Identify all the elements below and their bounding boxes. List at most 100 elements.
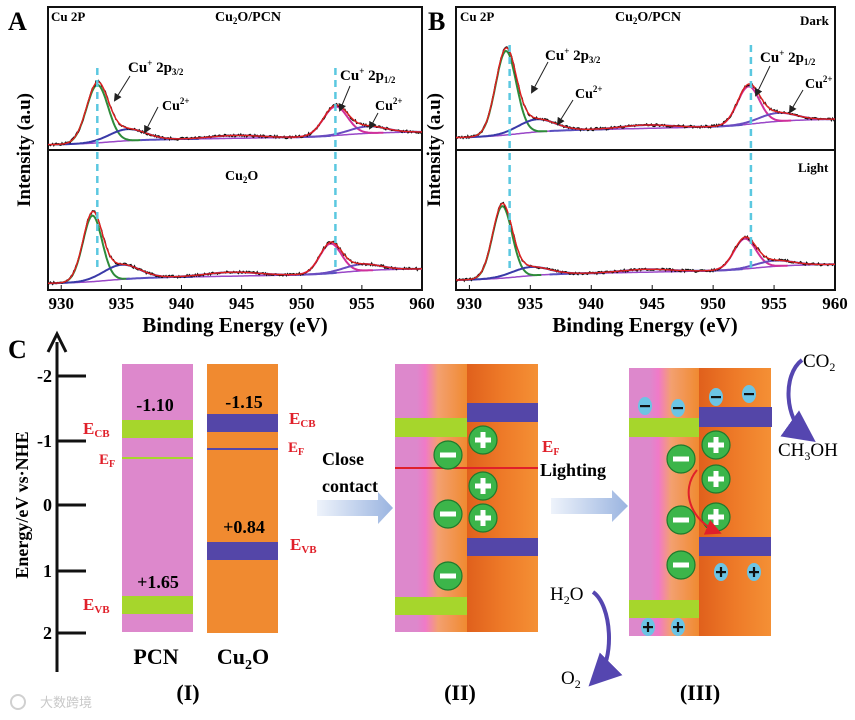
close-contact-arrow xyxy=(317,492,393,524)
small-hole-icon xyxy=(671,618,685,636)
label-cu2o: Cu2O xyxy=(217,644,269,673)
cu2o-fermi-level xyxy=(207,448,278,450)
label-pcn-ecb: ECB xyxy=(83,419,110,440)
hole-icon xyxy=(468,425,498,455)
state-dark: Dark xyxy=(800,13,830,28)
energy-tick: 0 xyxy=(43,495,52,515)
svg-text:Cu2+: Cu2+ xyxy=(805,74,833,92)
fit-envelope-curve xyxy=(455,47,835,139)
charge-transfer-arrow xyxy=(687,469,722,535)
x-tick-label: 935 xyxy=(518,294,544,313)
pcn-vb-band-2 xyxy=(395,597,467,615)
xps-panel-b: 930 935 940 945 950 955 960 xyxy=(455,6,848,313)
svg-text:Cu+ 2p1/2: Cu+ 2p1/2 xyxy=(340,66,396,85)
lighting-arrow xyxy=(551,490,628,522)
co2-reduction-arrow xyxy=(780,358,816,442)
pcn-fermi-level xyxy=(122,457,193,459)
background-curve xyxy=(48,131,423,146)
element-label-a: Cu 2P xyxy=(51,9,85,24)
hole-icon xyxy=(701,502,731,532)
pcn-cb-value: -1.10 xyxy=(136,395,174,415)
x-tick-label: 955 xyxy=(349,294,375,313)
energy-axis xyxy=(46,330,86,672)
heterojunction-pcn-side xyxy=(395,364,467,632)
peak-label-cu2-b2: Cu2+ xyxy=(788,74,833,114)
peak-label-cu2-a2: Cu2+ xyxy=(369,96,403,130)
background-curve xyxy=(455,118,835,139)
stage-label-2: (II) xyxy=(444,680,476,705)
small-hole-icon xyxy=(641,618,655,636)
peak-label-cu-2p32-b: Cu+ 2p3/2 xyxy=(531,46,601,94)
stage-label-3: (III) xyxy=(680,680,720,705)
svg-text:Cu2+: Cu2+ xyxy=(375,96,403,114)
cu2o-cb-band-3 xyxy=(699,407,772,427)
peak-label-cu-2p12-b: Cu+ 2p1/2 xyxy=(755,48,816,97)
title-cu2o-a: Cu2O xyxy=(225,169,258,185)
hole-icon xyxy=(468,471,498,501)
svg-text:Cu2+: Cu2+ xyxy=(575,84,603,102)
small-electron-icon xyxy=(638,397,652,415)
cu2o-vb-value: +0.84 xyxy=(223,517,265,537)
title-cu2o-pcn-a: Cu2O/PCN xyxy=(215,10,281,26)
water-oxidation-arrow xyxy=(588,590,623,687)
label-cu2o-evb: EVB xyxy=(290,535,317,556)
cu2o-cb-band xyxy=(207,414,278,432)
pcn-cb-band-3 xyxy=(629,418,699,437)
peak-label-cu-2p12-a: Cu+ 2p1/2 xyxy=(338,66,396,112)
element-label-b: Cu 2P xyxy=(460,9,494,24)
hole-icon xyxy=(701,430,731,460)
charges-stage-2 xyxy=(433,425,498,591)
charges-stage-3 xyxy=(638,385,761,636)
xps-ylabel-b: Intensity (a.u) xyxy=(424,93,445,207)
label-cu2o-ef: EF xyxy=(288,440,304,458)
label-pcn: PCN xyxy=(133,644,178,669)
xps-xlabel-a: Binding Energy (eV) xyxy=(142,313,328,337)
small-hole-icon xyxy=(714,563,728,581)
pcn-cb-band xyxy=(122,420,193,438)
electron-icon xyxy=(433,440,463,470)
energy-tick: 2 xyxy=(43,623,52,643)
fit-component-cu-2p3-2 xyxy=(465,49,548,139)
fit-component-cu2- xyxy=(50,263,193,285)
panel-label-a: A xyxy=(8,7,27,36)
electron-icon xyxy=(433,499,463,529)
x-tick-label: 960 xyxy=(409,294,435,313)
svg-text:Cu+ 2p3/2: Cu+ 2p3/2 xyxy=(545,46,601,65)
energy-axis-label: Energy/eV vs·NHE xyxy=(12,431,32,578)
label-close: Close xyxy=(322,449,364,469)
x-tick-label: 960 xyxy=(822,294,848,313)
pcn-vb-band-3 xyxy=(629,600,699,618)
label-co2: CO2 xyxy=(803,351,835,374)
label-lighting: Lighting xyxy=(540,460,606,480)
fit-component-cu-2p1-2 xyxy=(701,237,788,272)
panel-label-c: C xyxy=(8,335,27,364)
label-ch3oh: CH3OH xyxy=(778,440,838,463)
small-electron-icon xyxy=(709,388,723,406)
state-light: Light xyxy=(798,160,829,175)
small-electron-icon xyxy=(742,385,756,403)
fit-component-cu-2p3-2 xyxy=(464,205,542,281)
label-contact: contact xyxy=(322,476,378,496)
x-tick-label: 930 xyxy=(457,294,483,313)
peak-label-cu-2p32-a: Cu+ 2p3/2 xyxy=(113,58,184,102)
cu2o-block xyxy=(207,364,278,633)
pcn-block xyxy=(122,364,193,632)
svg-text:Cu+ 2p1/2: Cu+ 2p1/2 xyxy=(760,48,816,67)
label-pcn-evb: EVB xyxy=(83,595,110,616)
x-tick-label: 940 xyxy=(579,294,605,313)
pcn-vb-value: +1.65 xyxy=(137,572,179,592)
label-ef-2: EF xyxy=(542,437,559,458)
electron-icon xyxy=(433,561,463,591)
x-tick-label: 955 xyxy=(761,294,787,313)
peak-label-cu2-b1: Cu2+ xyxy=(556,84,603,126)
cu2o-cb-band-2 xyxy=(467,403,538,422)
x-tick-label: 945 xyxy=(229,294,255,313)
cu2o-vb-band-2 xyxy=(467,538,538,556)
cu2o-vb-band-3 xyxy=(699,537,771,556)
small-electron-icon xyxy=(671,399,685,417)
x-tick-label: 935 xyxy=(109,294,135,313)
watermark-logo-icon xyxy=(10,694,26,710)
peak-label-cu2-a1: Cu2+ xyxy=(144,96,190,134)
background-curve xyxy=(455,263,835,281)
fit-envelope-curve xyxy=(48,210,422,284)
